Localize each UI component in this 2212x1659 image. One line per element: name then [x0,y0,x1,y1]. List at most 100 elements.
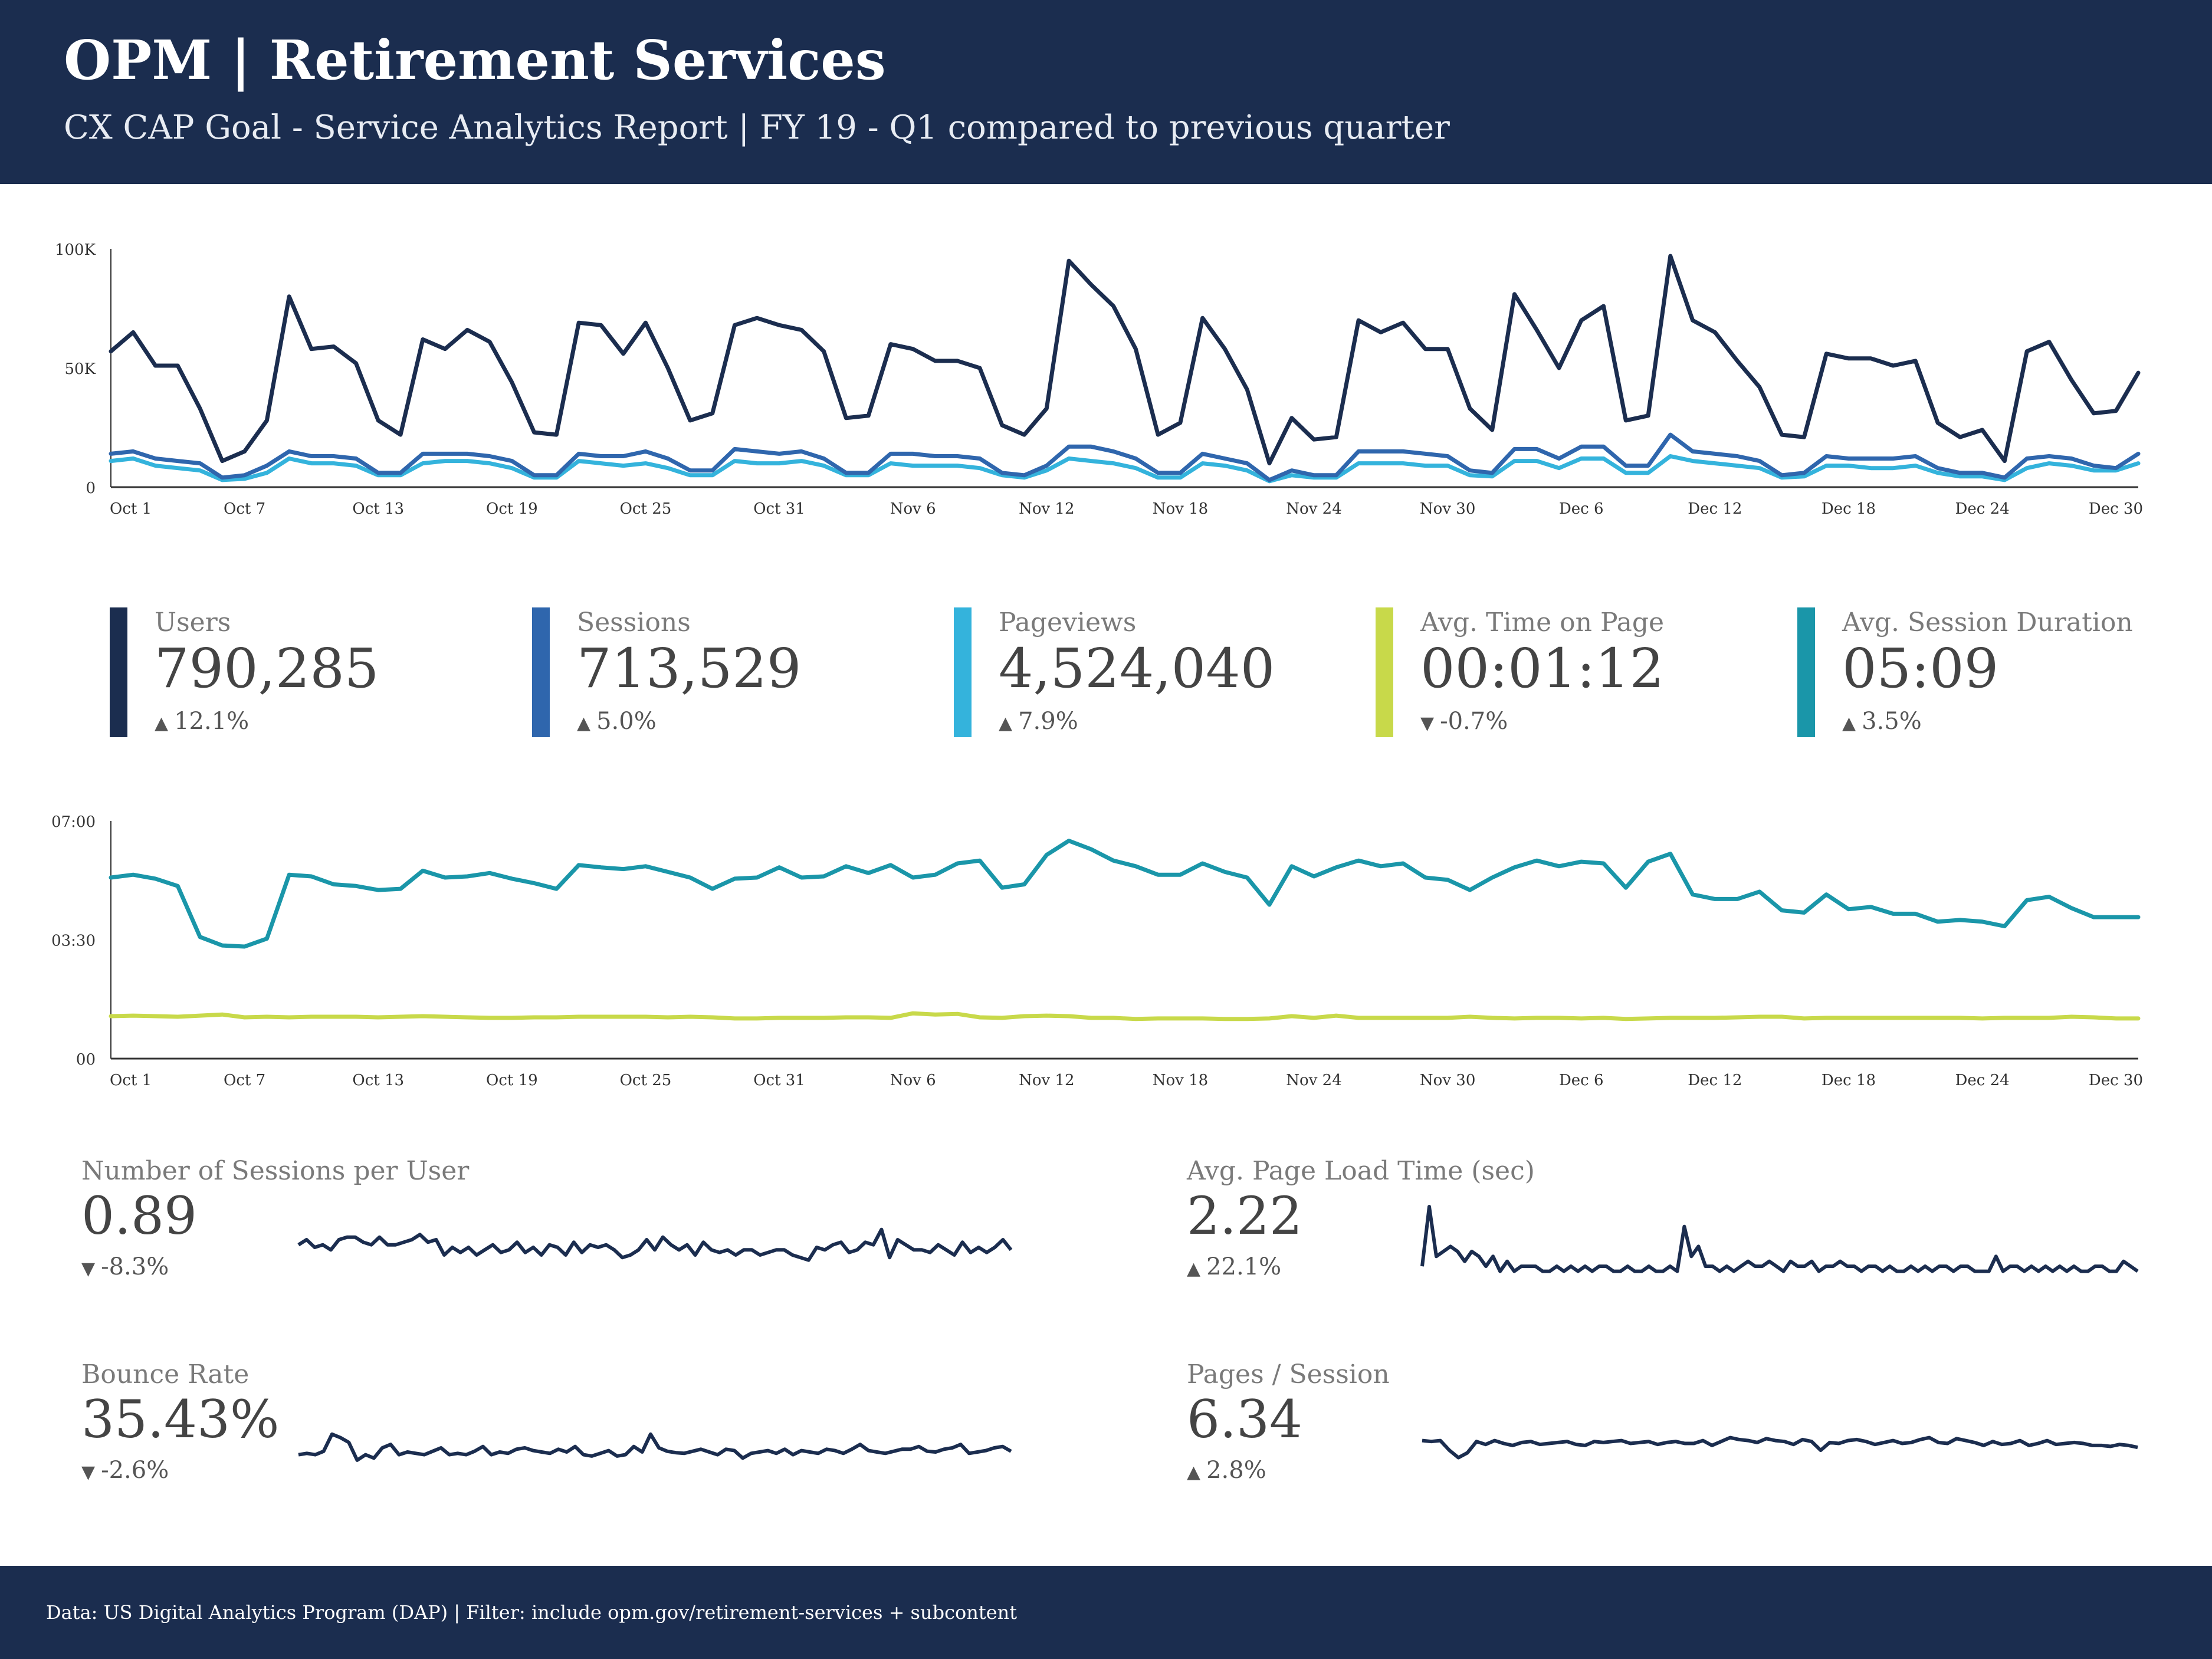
sparkline-sessions-per-user [297,1227,1013,1262]
sparkline-path [297,1227,1013,1262]
kpi-pageviews-color-bar [954,607,972,737]
traffic-x-tick-label: Oct 19 [486,500,538,518]
kpi-avg-session-duration-delta: ▲ 3.5% [1842,708,1922,735]
traffic-series-users [109,254,2141,466]
duration-y-tick-label: 03:30 [51,932,96,950]
duration-x-tick-label: Oct 19 [486,1072,538,1089]
kpi-avg-time-on-page-delta: ▼ -0.7% [1420,708,1508,735]
duration-x-tick-label: Nov 6 [890,1072,936,1089]
sparkline-path [1420,1205,2139,1273]
metric-sessions-per-user: Number of Sessions per User 0.89 ▼ -8.3% [81,1156,494,1297]
kpi-pageviews-delta: ▲ 7.9% [999,708,1078,735]
kpi-avg-time-on-page-delta-value: -0.7% [1440,708,1508,735]
traffic-x-tick-label: Dec 24 [1955,500,2010,518]
kpi-sessions-label: Sessions [577,607,691,638]
duration-x-tick-label: Nov 12 [1019,1072,1074,1089]
kpi-pageviews-value: 4,524,040 [999,637,1275,700]
traffic-x-tick-label: Oct 25 [620,500,672,518]
traffic-y-tick-label: 0 [86,479,96,497]
sparkline-path [298,1432,1012,1462]
kpi-avg-time-on-page-color-bar [1376,607,1393,737]
metric-bounce-rate-delta-value: -2.6% [101,1457,169,1484]
traffic-y-tick-label: 100K [55,241,96,259]
kpi-users-delta: ▲ 12.1% [155,708,249,735]
kpi-pageviews: Pageviews 4,524,040 ▲ 7.9% [954,607,1308,737]
kpi-sessions-color-bar [532,607,550,737]
report-footer: Data: US Digital Analytics Program (DAP)… [0,1566,2212,1659]
traffic-x-tick-label: Nov 12 [1019,500,1074,518]
duration-x-tick-label: Dec 12 [1688,1072,1742,1089]
metric-sessions-per-user-delta: ▼ -8.3% [81,1253,169,1280]
kpi-avg-time-on-page-label: Avg. Time on Page [1420,607,1665,638]
sparkline-pages-per-session [1422,1435,2138,1460]
report-title: OPM | Retirement Services [64,28,886,92]
arrow-up-icon: ▲ [155,713,169,734]
traffic-x-tick-label: Nov 18 [1153,500,1208,518]
traffic-x-tick-label: Dec 18 [1822,500,1876,518]
arrow-up-icon: ▲ [1187,1462,1201,1483]
duration-x-tick-label: Dec 6 [1559,1072,1604,1089]
duration-x-tick-label: Oct 31 [753,1072,805,1089]
kpi-sessions-delta-value: 5.0% [596,708,657,735]
duration-x-tick-label: Oct 7 [224,1072,265,1089]
arrow-down-icon: ▼ [81,1462,96,1483]
traffic-x-tick-label: Oct 7 [224,500,265,518]
duration-x-tick-label: Nov 24 [1286,1072,1341,1089]
metric-page-load-time-delta-value: 22.1% [1206,1253,1282,1280]
traffic-x-tick-label: Oct 1 [110,500,152,518]
metric-page-load-time-value: 2.22 [1187,1185,1302,1246]
duration-x-tick-label: Nov 18 [1153,1072,1208,1089]
kpi-sessions-delta: ▲ 5.0% [577,708,657,735]
kpi-pageviews-label: Pageviews [999,607,1137,638]
traffic-x-tick-label: Dec 30 [2089,500,2143,518]
arrow-up-icon: ▲ [577,713,591,734]
sparkline-page-load-time [1420,1205,2139,1273]
metric-pages-per-session-delta: ▲ 2.8% [1187,1457,1266,1484]
kpi-avg-session-duration-label: Avg. Session Duration [1842,607,2133,638]
metric-sessions-per-user-delta-value: -8.3% [101,1253,169,1280]
traffic-series-sessions [109,432,2141,482]
metric-bounce-rate-label: Bounce Rate [81,1359,250,1389]
traffic-series-pageviews [109,454,2141,484]
duration-x-tick-label: Dec 30 [2089,1072,2143,1089]
arrow-up-icon: ▲ [999,713,1013,734]
duration-x-tick-label: Dec 24 [1955,1072,2010,1089]
duration-x-tick-label: Oct 25 [620,1072,672,1089]
arrow-up-icon: ▲ [1842,713,1856,734]
duration-y-tick-label: 07:00 [51,813,96,831]
sparkline-path [1422,1435,2138,1460]
metric-pages-per-session-label: Pages / Session [1187,1359,1390,1389]
kpi-sessions: Sessions 713,529 ▲ 5.0% [532,607,886,737]
kpi-users-value: 790,285 [155,637,379,700]
kpi-sessions-value: 713,529 [577,637,802,700]
metric-sessions-per-user-label: Number of Sessions per User [81,1156,470,1186]
kpi-users-color-bar [110,607,127,737]
metric-page-load-time: Avg. Page Load Time (sec) 2.22 ▲ 22.1% [1187,1156,1600,1297]
traffic-line-chart: 0 50K 100K Oct 1 Oct 7 Oct 13 Oct 19 Oct 25 Oct … [55,241,2143,518]
metric-bounce-rate-value: 35.43% [81,1389,280,1450]
metric-pages-per-session-value: 6.34 [1187,1389,1302,1450]
traffic-x-tick-label: Dec 12 [1688,500,1742,518]
traffic-x-tick-label: Nov 6 [890,500,936,518]
traffic-x-tick-label: Oct 13 [352,500,404,518]
kpi-users-delta-value: 12.1% [174,708,250,735]
metric-page-load-time-label: Avg. Page Load Time (sec) [1187,1156,1535,1186]
kpi-avg-time-on-page-value: 00:01:12 [1420,637,1665,700]
sparkline-bounce-rate [298,1432,1012,1462]
duration-x-tick-label: Nov 30 [1420,1072,1475,1089]
report-subtitle: CX CAP Goal - Service Analytics Report |… [64,109,1450,147]
arrow-down-icon: ▼ [81,1259,96,1279]
footer-source-text: Data: US Digital Analytics Program (DAP)… [46,1601,1018,1624]
arrow-down-icon: ▼ [1420,713,1435,734]
kpi-users-label: Users [155,607,231,638]
traffic-y-tick-label: 50K [64,360,96,378]
metric-pages-per-session-delta-value: 2.8% [1206,1457,1266,1484]
traffic-x-tick-label: Nov 30 [1420,500,1475,518]
traffic-x-tick-label: Oct 31 [753,500,805,518]
kpi-avg-session-duration-color-bar [1797,607,1815,737]
kpi-avg-session-duration-value: 05:09 [1842,637,1999,700]
duration-series-avg-time-on-page [109,1011,2141,1021]
kpi-avg-session-duration: Avg. Session Duration 05:09 ▲ 3.5% [1797,607,2151,737]
duration-series-avg-session-duration [109,839,2141,949]
arrow-up-icon: ▲ [1187,1259,1201,1279]
